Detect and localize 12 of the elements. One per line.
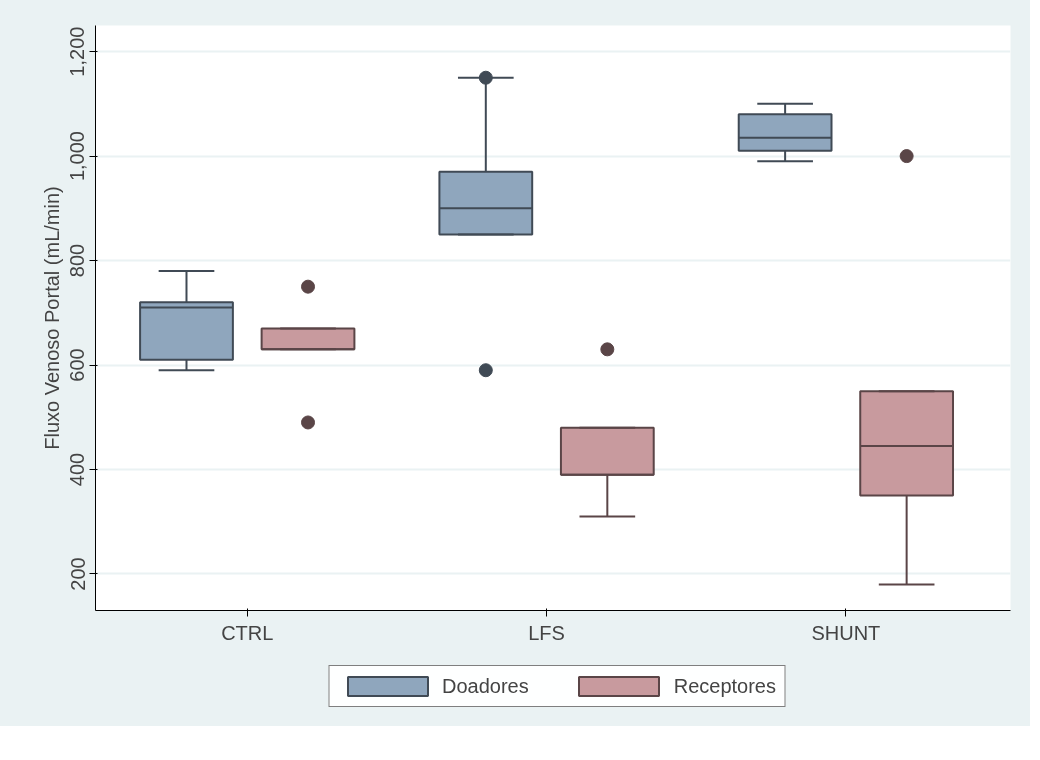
legend-label: Doadores [442, 674, 529, 698]
y-tick-label: 200 [66, 557, 89, 591]
x-tick-label: SHUNT [811, 621, 881, 644]
x-tick-label: LFS [528, 621, 565, 644]
y-axis-title: Fluxo Venoso Portal (mL/min) [40, 186, 63, 450]
y-tick-label: 400 [66, 452, 89, 487]
legend-label: Receptores [673, 674, 776, 698]
x-tick-label: CTRL [221, 621, 274, 644]
y-tick-label: 800 [66, 243, 89, 278]
y-tick-label: 1,200 [66, 26, 89, 77]
y-tick-label: 600 [66, 348, 89, 382]
y-tick-label: 1,000 [66, 131, 89, 182]
